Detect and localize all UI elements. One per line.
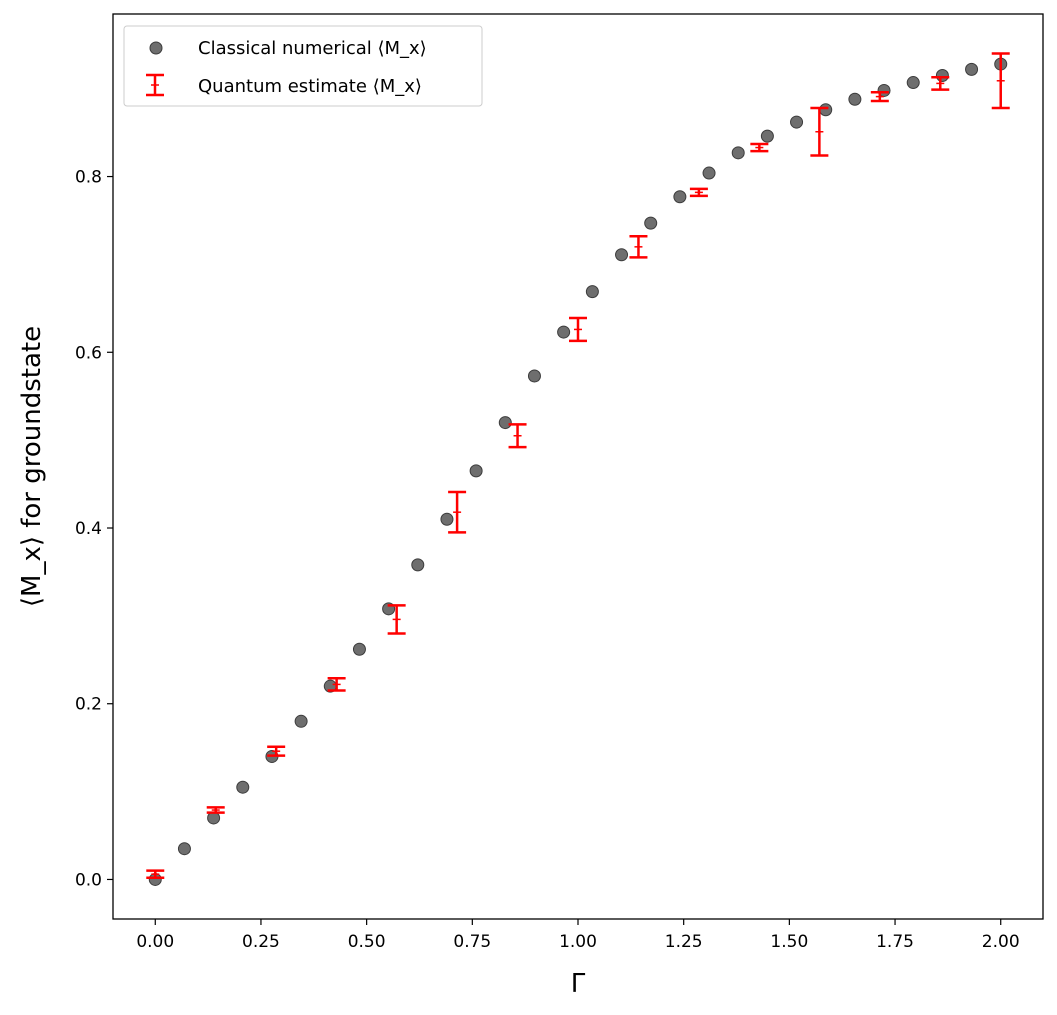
classical-point	[644, 216, 658, 230]
quantum-errorbar	[750, 142, 769, 153]
x-tick-label: 1.25	[665, 932, 703, 952]
classical-series	[148, 57, 1008, 886]
y-tick-label: 0.0	[75, 870, 102, 890]
classical-point	[557, 325, 571, 339]
quantum-errorbar	[206, 806, 225, 814]
quantum-errorbar	[448, 490, 467, 534]
x-tick-label: 1.75	[876, 932, 914, 952]
x-tick-label: 1.50	[770, 932, 808, 952]
classical-point	[527, 369, 541, 383]
quantum-series	[146, 52, 1010, 879]
x-tick-label: 0.00	[136, 932, 174, 952]
quantum-errorbar	[146, 869, 165, 879]
classical-point	[731, 146, 745, 160]
classical-point	[790, 115, 804, 129]
y-tick-label: 0.4	[75, 519, 102, 539]
y-tick-label: 0.2	[75, 695, 102, 715]
classical-point	[585, 285, 599, 299]
legend: Classical numerical ⟨M_x⟩ Quantum estima…	[123, 25, 483, 107]
classical-point	[673, 190, 687, 204]
quantum-errorbar	[327, 677, 346, 692]
legend-label-classical: Classical numerical ⟨M_x⟩	[198, 38, 427, 59]
y-tick-label: 0.6	[75, 343, 102, 363]
x-tick-label: 2.00	[982, 932, 1020, 952]
classical-point	[906, 76, 920, 90]
quantum-errorbar	[387, 604, 406, 635]
quantum-errorbar	[569, 316, 587, 343]
x-tick-label: 0.75	[453, 932, 491, 952]
x-axis-ticks: 0.00 0.25 0.50 0.75 1.00 1.25 1.50 1.75 2.00	[136, 919, 1020, 952]
y-tick-label: 0.8	[75, 168, 102, 188]
y-axis-ticks: 0.0 0.2 0.4 0.6 0.8	[75, 168, 113, 890]
quantum-errorbar	[689, 187, 708, 198]
classical-point	[819, 103, 833, 117]
y-axis-title: ⟨M_x⟩ for groundstate	[17, 326, 47, 607]
x-tick-label: 1.00	[559, 932, 597, 952]
x-tick-label: 0.50	[348, 932, 386, 952]
legend-marker-quantum	[146, 73, 164, 97]
classical-point	[352, 642, 366, 656]
classical-point	[177, 842, 191, 856]
quantum-errorbar	[267, 745, 286, 757]
quantum-errorbar	[629, 235, 648, 259]
classical-point	[440, 512, 454, 526]
legend-box	[123, 25, 483, 107]
quantum-errorbar	[870, 90, 889, 103]
x-axis-title: Γ	[571, 969, 586, 999]
classical-point	[702, 166, 716, 180]
legend-marker-classical	[149, 41, 163, 55]
classical-point	[236, 780, 250, 794]
classical-point	[848, 92, 862, 106]
classical-point	[965, 62, 979, 76]
classical-point	[469, 464, 483, 478]
classical-point	[498, 416, 512, 430]
classical-point	[294, 714, 308, 728]
quantum-errorbar	[931, 76, 950, 91]
legend-label-quantum: Quantum estimate ⟨M_x⟩	[198, 76, 422, 97]
quantum-errorbar	[991, 52, 1010, 110]
quantum-errorbar	[810, 106, 829, 157]
classical-point	[411, 558, 425, 572]
classical-point	[760, 129, 774, 143]
x-tick-label: 0.25	[242, 932, 280, 952]
quantum-errorbar	[508, 423, 527, 449]
plot-frame	[112, 13, 1044, 920]
classical-point	[615, 248, 629, 262]
classical-point	[935, 69, 949, 83]
